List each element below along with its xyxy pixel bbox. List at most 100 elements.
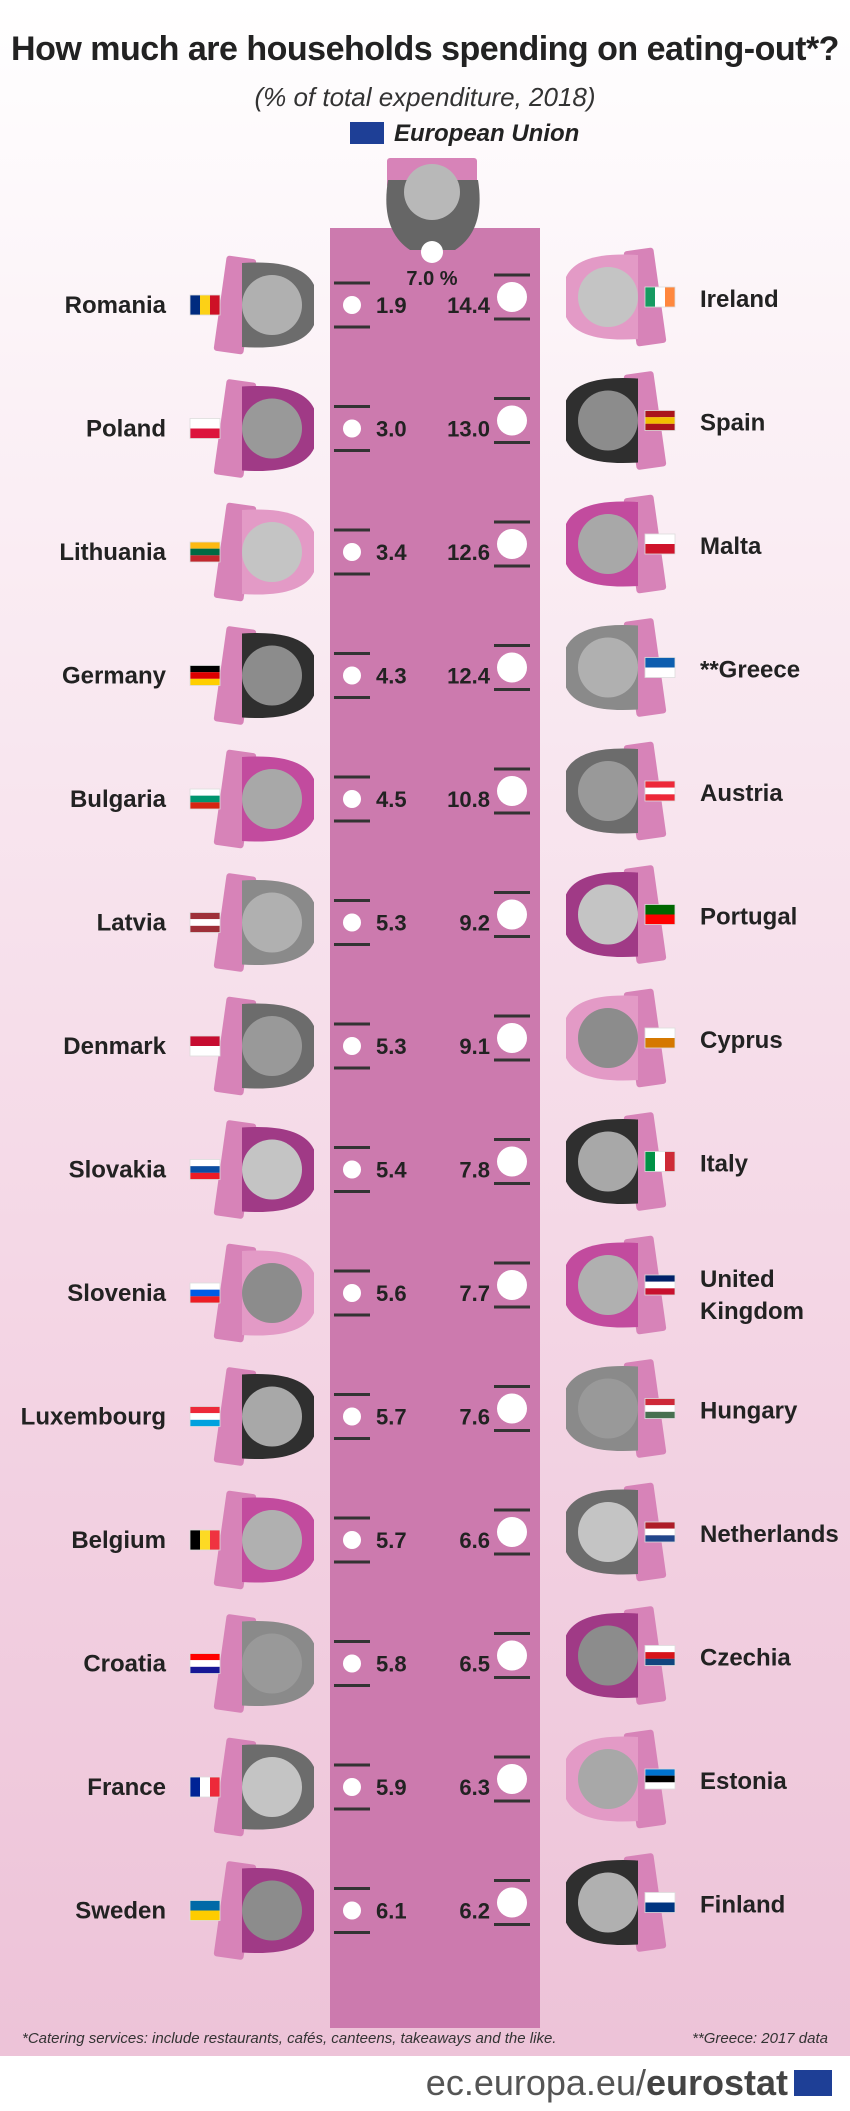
flag-stripe	[190, 428, 220, 439]
place-setting-slovakia	[213, 1120, 370, 1219]
diner-head	[578, 761, 638, 821]
flag-stripe	[645, 1892, 675, 1903]
flag-cyprus-icon	[644, 1027, 676, 1049]
flag-stripe	[645, 1645, 675, 1653]
flag-stripe	[190, 1166, 220, 1173]
flag-france-icon	[189, 1776, 221, 1798]
place-setting-denmark	[213, 996, 370, 1096]
flag-stripe	[665, 287, 675, 307]
flag-border	[189, 788, 221, 810]
diner-head	[578, 1131, 638, 1192]
plate	[497, 1517, 527, 1547]
value-label: 5.9	[376, 1775, 407, 1800]
flag-stripe	[190, 1172, 220, 1180]
flag-stripe	[210, 1777, 220, 1797]
flag-stripe	[190, 1910, 220, 1921]
plate	[343, 666, 361, 685]
flag-greece-icon	[644, 657, 676, 678]
place-setting-latvia	[213, 873, 370, 972]
country-label: Luxembourg	[21, 1404, 166, 1431]
flag-stripe	[190, 789, 220, 796]
flag-stripe	[190, 1666, 220, 1674]
value-label: 6.2	[459, 1899, 490, 1924]
chart-canvas: 7.0 % 1.9 Romania 3.0 Poland 3.4 Lithuania 4.3 G…	[21, 158, 839, 2028]
country-label: Czechia	[700, 1645, 791, 1672]
plate	[343, 1284, 361, 1302]
value-label: 6.1	[376, 1899, 407, 1924]
diner-head	[578, 884, 638, 945]
flag-stripe	[200, 1530, 210, 1550]
flag-stripe	[645, 287, 655, 307]
flag-stripe	[190, 418, 220, 429]
flag-border	[189, 1406, 221, 1427]
plate	[343, 790, 361, 808]
flag-stripe	[645, 1782, 675, 1789]
flag-border	[189, 418, 221, 439]
value-label: 12.6	[447, 540, 490, 565]
country-label: United	[700, 1266, 775, 1293]
diner-head	[578, 1872, 638, 1933]
flag-stripe	[190, 1653, 220, 1661]
place-setting-croatia	[213, 1614, 370, 1713]
plate	[343, 543, 361, 561]
country-label: Kingdom	[700, 1298, 804, 1325]
flag-stripe	[645, 1652, 675, 1659]
flag-stripe	[645, 1522, 675, 1529]
value-label: 3.0	[376, 417, 407, 442]
flag-stripe	[645, 1411, 675, 1419]
flag-stripe	[645, 1398, 675, 1406]
brand-text[interactable]: ec.europa.eu/eurostat	[426, 2062, 788, 2104]
plate	[343, 1160, 361, 1179]
plate	[497, 1764, 527, 1794]
flag-slovenia-icon	[189, 1282, 221, 1304]
flag-border	[189, 665, 221, 686]
diner-head	[242, 892, 302, 953]
flag-border	[644, 1521, 676, 1543]
flag-stripe	[190, 1296, 220, 1303]
plate	[343, 913, 361, 932]
country-label: Cyprus	[700, 1027, 783, 1054]
country-label: Netherlands	[700, 1521, 839, 1548]
flag-border	[644, 286, 676, 308]
flag-stripe	[645, 1902, 675, 1913]
footnote-greece: **Greece: 2017 data	[692, 2030, 828, 2047]
diner-head	[578, 1502, 638, 1562]
place-setting-france	[213, 1737, 370, 1837]
flag-latvia-icon	[189, 912, 221, 933]
country-label: Finland	[700, 1892, 785, 1919]
country-label: Germany	[62, 663, 167, 690]
flag-border	[644, 1027, 676, 1049]
plate	[497, 776, 527, 806]
flag-border	[189, 294, 221, 316]
place-setting-malta	[494, 494, 667, 594]
flag-romania-icon	[189, 294, 221, 316]
country-label: Italy	[700, 1151, 749, 1178]
value-label: 5.7	[376, 1528, 407, 1553]
flag-stripe	[645, 1151, 655, 1172]
value-label: 5.7	[376, 1405, 407, 1430]
flag-stripe	[190, 912, 220, 920]
diner-head	[242, 1263, 302, 1323]
flag-germany-icon	[189, 665, 221, 686]
flag-stripe	[210, 295, 220, 315]
flag-czechia-icon	[644, 1645, 676, 1666]
flag-stripe	[645, 914, 675, 925]
diner-head	[242, 1757, 302, 1817]
flag-border	[644, 1151, 676, 1172]
brand-site: ec.europa.eu/	[425, 2062, 646, 2103]
place-setting-romania	[213, 255, 370, 355]
plate	[343, 1654, 361, 1673]
flag-austria-icon	[644, 780, 676, 802]
flag-stripe	[655, 287, 665, 307]
country-label: Estonia	[700, 1768, 787, 1795]
brand-name: eurostat	[645, 2062, 788, 2103]
value-label: 9.2	[459, 911, 490, 936]
value-label: 6.3	[459, 1775, 490, 1800]
country-label: Belgium	[71, 1527, 166, 1554]
flag-border	[189, 1529, 221, 1551]
value-label: 7.8	[459, 1158, 490, 1183]
value-label: 12.4	[447, 664, 491, 689]
diner-head	[242, 522, 302, 582]
flag-stripe	[190, 802, 220, 809]
flag-malta-icon	[644, 533, 676, 555]
